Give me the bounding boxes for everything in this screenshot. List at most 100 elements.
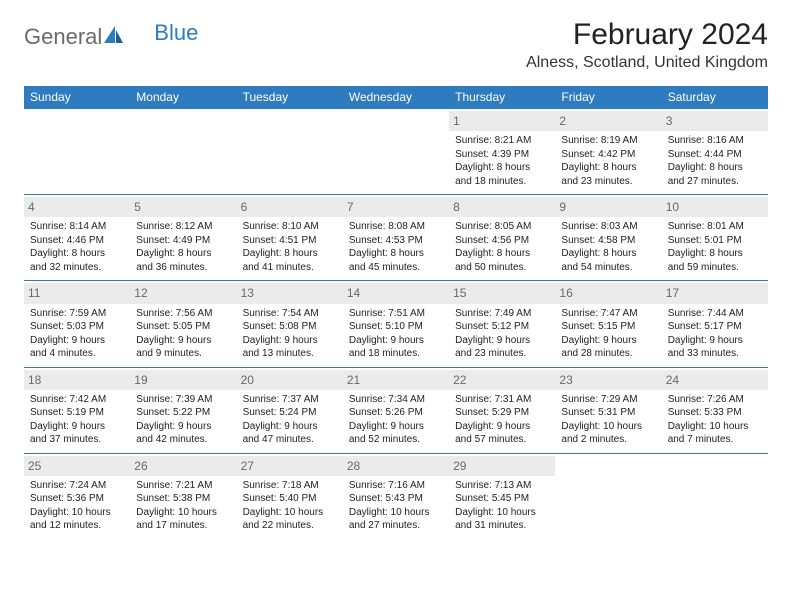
daylight-line: Daylight: 8 hours and 50 minutes. [455, 247, 549, 274]
sunrise-line: Sunrise: 8:19 AM [561, 134, 655, 148]
sunset-line: Sunset: 5:24 PM [243, 406, 337, 420]
day-number: 18 [24, 370, 130, 390]
daylight-line: Daylight: 9 hours and 57 minutes. [455, 420, 549, 447]
sunset-line: Sunset: 5:15 PM [561, 320, 655, 334]
daylight-line: Daylight: 9 hours and 28 minutes. [561, 334, 655, 361]
sunrise-line: Sunrise: 7:31 AM [455, 393, 549, 407]
daylight-line: Daylight: 10 hours and 31 minutes. [455, 506, 549, 533]
sunset-line: Sunset: 4:56 PM [455, 234, 549, 248]
sunrise-line: Sunrise: 7:44 AM [668, 307, 762, 321]
day-number: 12 [130, 283, 236, 303]
calendar-body: 1Sunrise: 8:21 AMSunset: 4:39 PMDaylight… [24, 109, 768, 539]
calendar-cell: 24 Sunrise: 7:26 AMSunset: 5:33 PMDayligh… [662, 367, 768, 453]
calendar-table: SundayMondayTuesdayWednesdayThursdayFrid… [24, 86, 768, 539]
calendar-cell: 16Sunrise: 7:47 AMSunset: 5:15 PMDayligh… [555, 281, 661, 367]
day-number: 21 [343, 370, 449, 390]
calendar-cell: 25Sunrise: 7:24 AMSunset: 5:36 PMDayligh… [24, 453, 130, 539]
day-number: 10 [662, 197, 768, 217]
sunrise-line: Sunrise: 8:14 AM [30, 220, 124, 234]
sunrise-line: Sunrise: 7:56 AM [136, 307, 230, 321]
sunrise-line: Sunrise: 8:08 AM [349, 220, 443, 234]
day-header: Thursday [449, 86, 555, 109]
daylight-line: Daylight: 9 hours and 23 minutes. [455, 334, 549, 361]
sunrise-line: Sunrise: 7:26 AM [668, 393, 762, 407]
month-title: February 2024 [526, 18, 768, 52]
sunrise-line: Sunrise: 7:13 AM [455, 479, 549, 493]
day-header: Wednesday [343, 86, 449, 109]
sunset-line: Sunset: 4:49 PM [136, 234, 230, 248]
sunset-line: Sunset: 5:22 PM [136, 406, 230, 420]
sunset-line: Sunset: 5:03 PM [30, 320, 124, 334]
daylight-line: Daylight: 8 hours and 32 minutes. [30, 247, 124, 274]
day-number: 6 [237, 197, 343, 217]
daylight-line: Daylight: 9 hours and 33 minutes. [668, 334, 762, 361]
day-number: 29 [449, 456, 555, 476]
calendar-cell-empty [237, 109, 343, 195]
daylight-line: Daylight: 10 hours and 17 minutes. [136, 506, 230, 533]
day-number: 17 [662, 283, 768, 303]
sunrise-line: Sunrise: 7:29 AM [561, 393, 655, 407]
daylight-line: Daylight: 10 hours and 22 minutes. [243, 506, 337, 533]
daylight-line: Daylight: 10 hours and 27 minutes. [349, 506, 443, 533]
calendar-cell: 28Sunrise: 7:16 AMSunset: 5:43 PMDayligh… [343, 453, 449, 539]
daylight-line: Daylight: 8 hours and 18 minutes. [455, 161, 549, 188]
calendar-cell: 14Sunrise: 7:51 AMSunset: 5:10 PMDayligh… [343, 281, 449, 367]
sunrise-line: Sunrise: 7:34 AM [349, 393, 443, 407]
daylight-line: Daylight: 9 hours and 9 minutes. [136, 334, 230, 361]
sunrise-line: Sunrise: 7:51 AM [349, 307, 443, 321]
daylight-line: Daylight: 8 hours and 54 minutes. [561, 247, 655, 274]
calendar-row: 25Sunrise: 7:24 AMSunset: 5:36 PMDayligh… [24, 453, 768, 539]
daylight-line: Daylight: 10 hours and 7 minutes. [668, 420, 762, 447]
calendar-cell: 26Sunrise: 7:21 AMSunset: 5:38 PMDayligh… [130, 453, 236, 539]
sunset-line: Sunset: 4:39 PM [455, 148, 549, 162]
daylight-line: Daylight: 9 hours and 52 minutes. [349, 420, 443, 447]
calendar-cell: 18Sunrise: 7:42 AMSunset: 5:19 PMDayligh… [24, 367, 130, 453]
calendar-cell: 17Sunrise: 7:44 AMSunset: 5:17 PMDayligh… [662, 281, 768, 367]
sunrise-line: Sunrise: 7:42 AM [30, 393, 124, 407]
sunset-line: Sunset: 4:51 PM [243, 234, 337, 248]
day-number: 23 [555, 370, 661, 390]
location: Alness, Scotland, United Kingdom [526, 54, 768, 72]
sunset-line: Sunset: 5:26 PM [349, 406, 443, 420]
day-number: 14 [343, 283, 449, 303]
calendar-cell: 4Sunrise: 8:14 AMSunset: 4:46 PMDaylight… [24, 195, 130, 281]
calendar-cell: 15Sunrise: 7:49 AMSunset: 5:12 PMDayligh… [449, 281, 555, 367]
daylight-line: Daylight: 9 hours and 37 minutes. [30, 420, 124, 447]
day-number: 1 [449, 111, 555, 131]
calendar-cell: 13Sunrise: 7:54 AMSunset: 5:08 PMDayligh… [237, 281, 343, 367]
sunset-line: Sunset: 5:12 PM [455, 320, 549, 334]
day-number: 28 [343, 456, 449, 476]
sunrise-line: Sunrise: 7:21 AM [136, 479, 230, 493]
sunset-line: Sunset: 5:36 PM [30, 492, 124, 506]
sunset-line: Sunset: 5:33 PM [668, 406, 762, 420]
header: General Blue February 2024 Alness, Scotl… [24, 18, 768, 72]
sunset-line: Sunset: 5:31 PM [561, 406, 655, 420]
calendar-cell: 19Sunrise: 7:39 AMSunset: 5:22 PMDayligh… [130, 367, 236, 453]
sunset-line: Sunset: 4:58 PM [561, 234, 655, 248]
day-header: Friday [555, 86, 661, 109]
daylight-line: Daylight: 8 hours and 27 minutes. [668, 161, 762, 188]
sunset-line: Sunset: 5:38 PM [136, 492, 230, 506]
day-number: 8 [449, 197, 555, 217]
calendar-row: 1Sunrise: 8:21 AMSunset: 4:39 PMDaylight… [24, 109, 768, 195]
calendar-cell: 21 Sunrise: 7:34 AMSunset: 5:26 PMDayligh… [343, 367, 449, 453]
sunset-line: Sunset: 5:29 PM [455, 406, 549, 420]
logo-text-blue: Blue [154, 20, 198, 46]
day-number: 24 [662, 370, 768, 390]
day-number: 7 [343, 197, 449, 217]
logo: General Blue [24, 18, 198, 50]
day-number: 13 [237, 283, 343, 303]
sunset-line: Sunset: 4:42 PM [561, 148, 655, 162]
day-number: 15 [449, 283, 555, 303]
day-number: 9 [555, 197, 661, 217]
day-number: 4 [24, 197, 130, 217]
day-number: 19 [130, 370, 236, 390]
calendar-cell-empty [24, 109, 130, 195]
sunrise-line: Sunrise: 8:12 AM [136, 220, 230, 234]
sunrise-line: Sunrise: 8:21 AM [455, 134, 549, 148]
daylight-line: Daylight: 10 hours and 2 minutes. [561, 420, 655, 447]
day-number: 22 [449, 370, 555, 390]
sunset-line: Sunset: 4:44 PM [668, 148, 762, 162]
calendar-row: 18Sunrise: 7:42 AMSunset: 5:19 PMDayligh… [24, 367, 768, 453]
day-header: Sunday [24, 86, 130, 109]
